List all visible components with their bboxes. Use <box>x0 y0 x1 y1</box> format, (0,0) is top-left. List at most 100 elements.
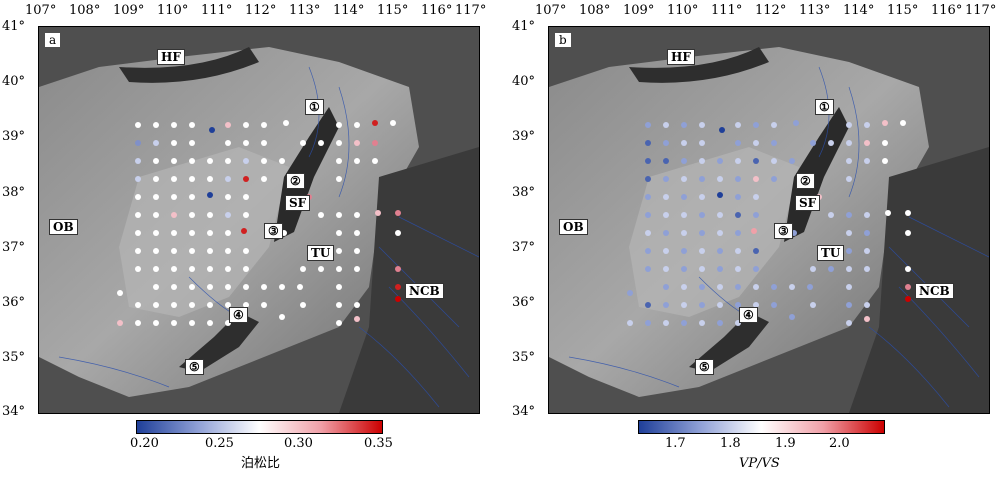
station-dot <box>354 140 360 146</box>
station-dot <box>171 266 177 272</box>
station-dot <box>395 210 401 216</box>
station-dot <box>663 212 669 218</box>
station-dot <box>905 296 911 302</box>
station-dot <box>699 266 705 272</box>
lon-label: 114° <box>333 3 365 18</box>
station-dot <box>189 320 195 326</box>
station-dot <box>243 140 249 146</box>
station-dot <box>300 266 306 272</box>
station-dot <box>771 158 777 164</box>
station-dot <box>753 158 759 164</box>
station-dot <box>905 284 911 290</box>
region-label-num5: ⑤ <box>695 359 714 375</box>
station-dot <box>171 230 177 236</box>
station-dot <box>663 194 669 200</box>
station-dot <box>372 120 378 126</box>
station-dot <box>153 248 159 254</box>
lat-label: 41° <box>512 19 536 34</box>
station-dot <box>645 140 651 146</box>
station-dot <box>171 212 177 218</box>
station-dot <box>735 176 741 182</box>
station-dot <box>810 302 816 308</box>
terrain-map <box>549 27 989 413</box>
station-dot <box>905 230 911 236</box>
station-dot <box>681 230 687 236</box>
station-dot <box>846 212 852 218</box>
station-dot <box>735 230 741 236</box>
station-dot <box>905 210 911 216</box>
station-dot <box>681 266 687 272</box>
station-dot <box>864 140 870 146</box>
colorbar <box>136 420 383 434</box>
station-dot <box>207 266 213 272</box>
lon-label: 111° <box>201 3 233 18</box>
station-dot <box>243 176 249 182</box>
station-dot <box>681 122 687 128</box>
station-dot <box>189 158 195 164</box>
station-dot <box>735 194 741 200</box>
station-dot <box>681 140 687 146</box>
station-dot <box>810 140 816 146</box>
station-dot <box>735 122 741 128</box>
station-dot <box>189 284 195 290</box>
station-dot <box>354 266 360 272</box>
station-dot <box>810 266 816 272</box>
station-dot <box>354 230 360 236</box>
panel-letter: b <box>555 33 571 47</box>
station-dot <box>699 212 705 218</box>
station-dot <box>336 320 342 326</box>
colorbar-tick: 1.7 <box>665 436 686 451</box>
station-dot <box>793 120 799 126</box>
lat-label: 36° <box>512 295 536 310</box>
station-dot <box>135 248 141 254</box>
station-dot <box>261 176 267 182</box>
region-label-num1: ① <box>815 99 834 115</box>
station-dot <box>735 212 741 218</box>
station-dot <box>225 122 231 128</box>
station-dot <box>663 284 669 290</box>
station-dot <box>789 284 795 290</box>
station-dot <box>153 122 159 128</box>
region-label-num2: ② <box>286 173 305 189</box>
station-dot <box>243 158 249 164</box>
station-dot <box>900 120 906 126</box>
station-dot <box>864 302 870 308</box>
station-dot <box>135 158 141 164</box>
station-dot <box>207 302 213 308</box>
station-dot <box>354 158 360 164</box>
panel-a: a HF OB SF TU NCB ① ② ③ ④ ⑤ 107° 108° 109° 110° 1… <box>0 0 486 477</box>
lat-label: 39° <box>512 129 536 144</box>
station-dots <box>627 120 911 326</box>
lon-label: 113° <box>289 3 321 18</box>
colorbar <box>638 420 885 434</box>
station-dot <box>789 158 795 164</box>
station-dot <box>717 266 723 272</box>
station-dot <box>261 284 267 290</box>
station-dot <box>753 194 759 200</box>
region-label-tu: TU <box>307 245 335 261</box>
station-dot <box>171 158 177 164</box>
station-dot <box>171 284 177 290</box>
station-dot <box>300 140 306 146</box>
station-dot <box>828 266 834 272</box>
station-dot <box>627 290 633 296</box>
station-dot <box>189 230 195 236</box>
region-label-sf: SF <box>795 195 821 211</box>
station-dot <box>189 122 195 128</box>
station-dot <box>864 266 870 272</box>
panel-letter: a <box>45 33 61 47</box>
station-dot <box>753 302 759 308</box>
station-dot <box>390 120 396 126</box>
station-dot <box>225 140 231 146</box>
station-dot <box>225 266 231 272</box>
station-dot <box>645 176 651 182</box>
station-dot <box>771 302 777 308</box>
station-dot <box>751 228 757 234</box>
lon-label: 112° <box>245 3 277 18</box>
lon-label: 115° <box>377 3 409 18</box>
station-dot <box>135 122 141 128</box>
station-dot <box>207 284 213 290</box>
lon-label: 110° <box>157 3 189 18</box>
station-dot <box>279 158 285 164</box>
station-dot <box>354 248 360 254</box>
